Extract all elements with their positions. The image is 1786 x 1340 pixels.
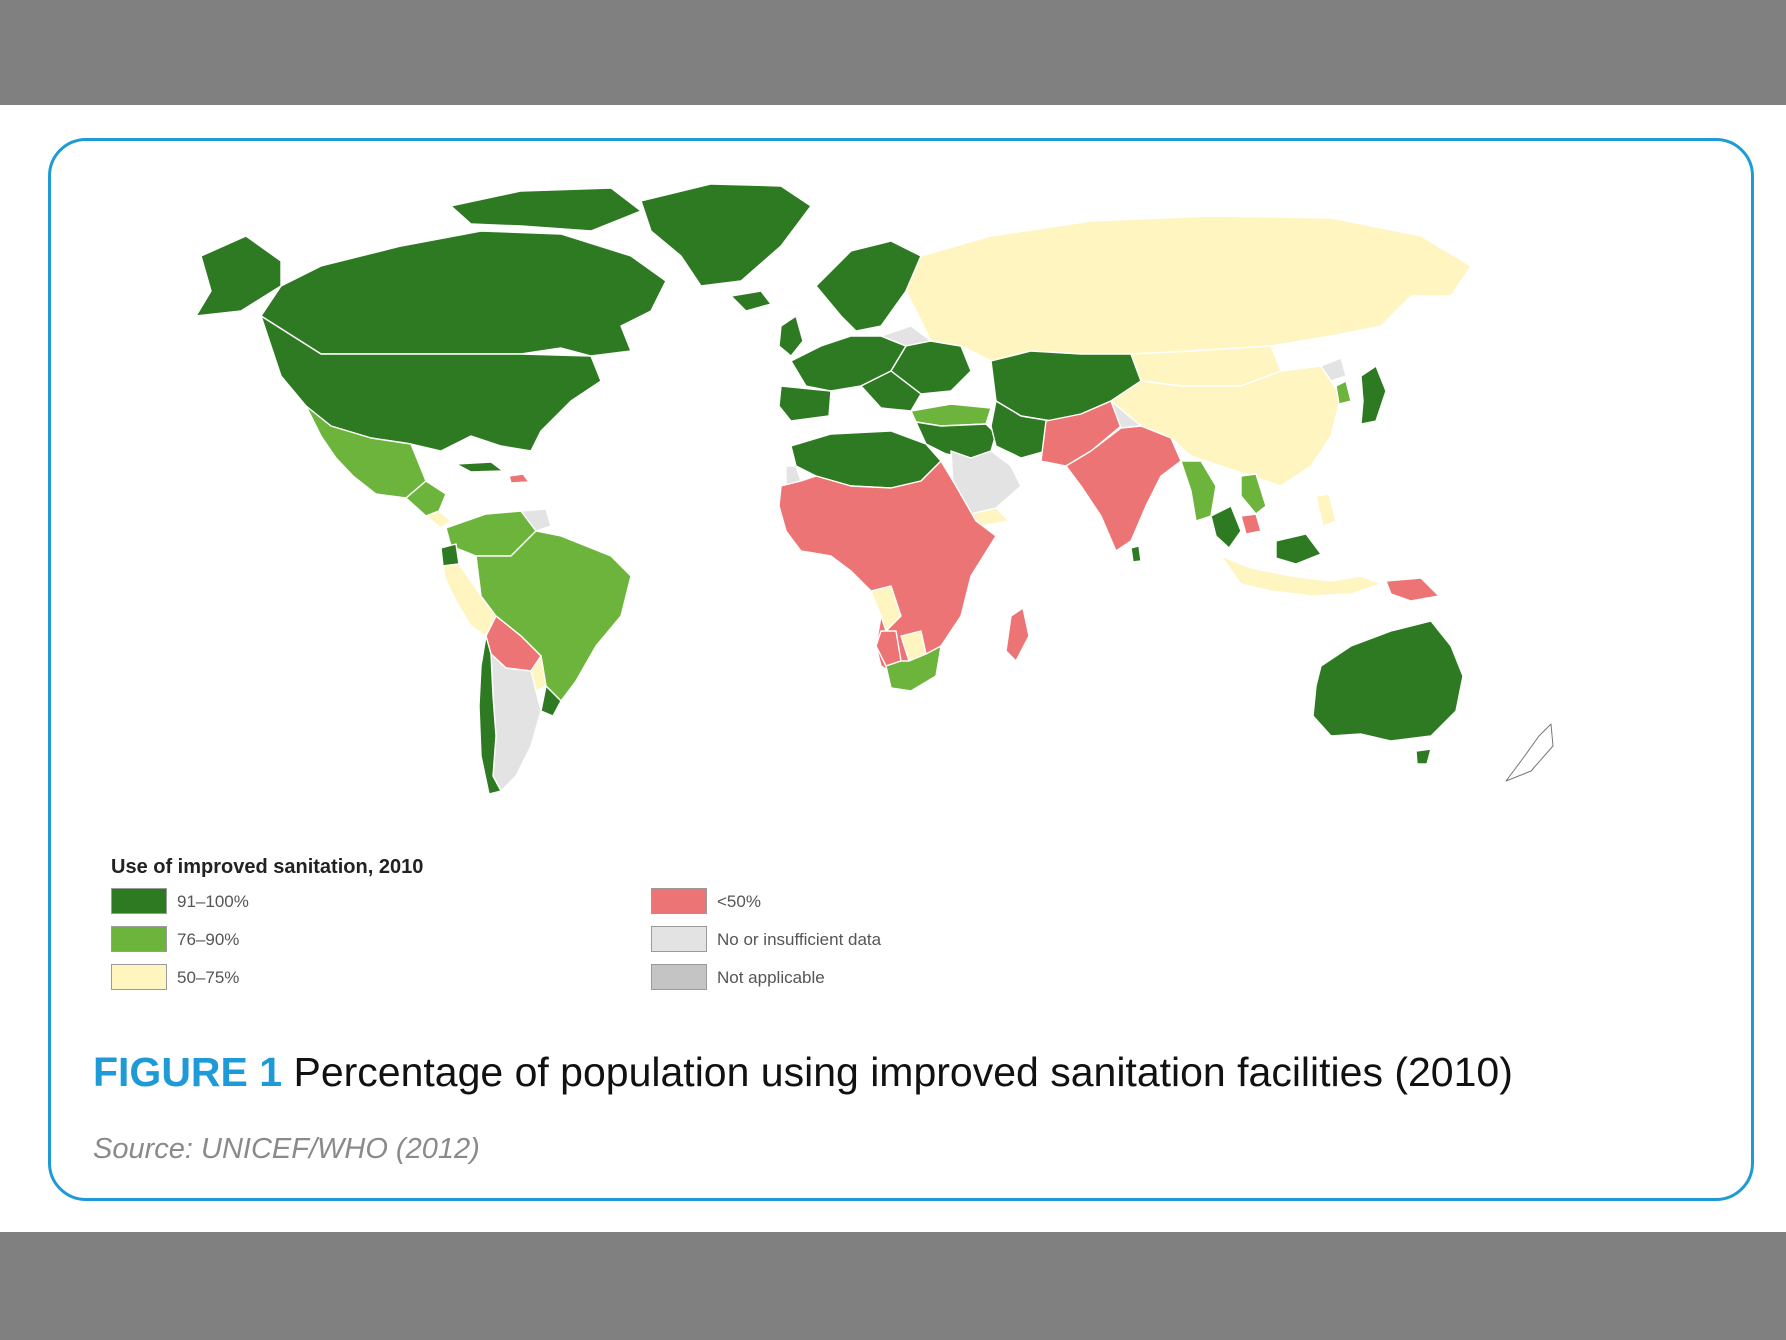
legend-title: Use of improved sanitation, 2010 [111,856,424,878]
region-korea [1335,380,1352,405]
region-sri-lanka [1130,545,1142,563]
region-central-america [405,480,447,517]
region-angola [870,585,902,632]
region-new-zealand [1505,723,1554,782]
region-borneo [1275,533,1322,565]
legend-label: Not applicable [717,968,825,987]
region-japan [1360,365,1387,425]
region-china [1110,365,1342,487]
legend-swatch [111,926,167,952]
region-central-america-south [425,510,452,529]
page: Use of improved sanitation, 2010 91–100%… [0,105,1786,1232]
legend-swatch [111,888,167,914]
figure-title: Percentage of population using improved … [293,1049,1513,1095]
region-bangladesh-myanmar [1180,460,1217,522]
legend-label: No or insufficient data [717,930,882,949]
region-chile [478,635,502,795]
legend-swatch [651,926,707,952]
region-south-africa [885,645,942,692]
region-venezuela-gap [520,508,552,532]
region-north-korea [1320,357,1347,382]
region-thailand [1210,505,1242,549]
region-canada-arctic-islands [450,187,642,232]
region-malaysia-indonesia [1220,555,1382,597]
region-philippines [1315,493,1337,527]
region-madagascar [1005,607,1030,662]
legend-swatch [651,964,707,990]
region-india [1065,425,1182,552]
legend-swatch [111,964,167,990]
region-tasmania [1415,748,1432,765]
figure-frame: Use of improved sanitation, 2010 91–100%… [48,138,1754,1201]
region-canada [260,230,667,357]
region-australia [1312,620,1464,742]
region-ecuador [440,543,460,567]
legend-label: 91–100% [177,892,249,911]
region-russia [905,215,1472,362]
region-afghan-pakistan [1040,400,1122,467]
figure-source: Source: UNICEF/WHO (2012) [93,1133,480,1165]
region-greenland [640,183,812,287]
region-uk [778,315,804,357]
region-iceland [730,290,772,312]
region-eastern-europe [890,340,972,395]
region-papua-new-guinea [1385,577,1440,602]
region-cuba [455,461,504,473]
region-hispaniola [508,473,530,484]
region-uruguay [540,685,562,717]
map-legend: Use of improved sanitation, 2010 91–100%… [111,856,1011,1036]
region-iran [990,400,1052,459]
region-cambodia [1240,513,1262,535]
region-alaska [195,235,282,317]
legend-label: 76–90% [177,930,240,949]
region-iberia [778,385,832,422]
region-vietnam [1240,473,1267,515]
region-balkans [860,370,922,412]
legend-label: <50% [717,892,761,911]
legend-swatch [651,888,707,914]
region-scandinavia [815,240,922,332]
figure-caption: FIGURE 1 Percentage of population using … [93,1049,1513,1096]
legend-label: 50–75% [177,968,240,987]
figure-label: FIGURE 1 [93,1049,283,1095]
world-map [195,183,1554,795]
